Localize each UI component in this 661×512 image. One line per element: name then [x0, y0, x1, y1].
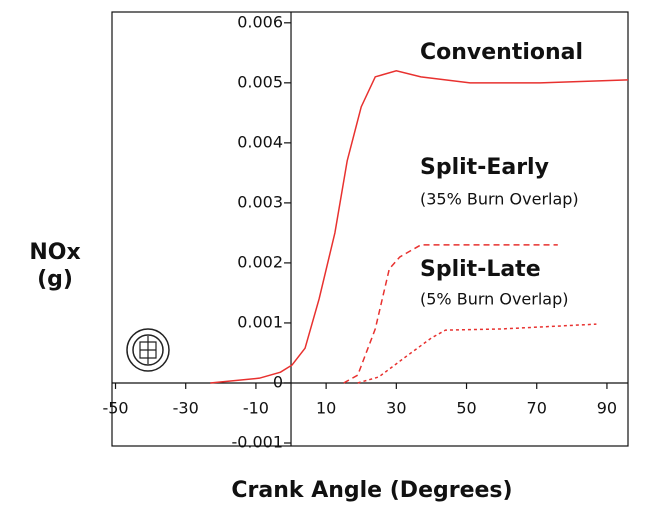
series-label: Split-Early [420, 155, 549, 180]
x-tick-label: 10 [316, 398, 336, 417]
y-label: (g) [37, 267, 73, 292]
y-tick-label: 0 [273, 372, 283, 391]
x-tick-label: -30 [173, 398, 199, 417]
y-tick-label: 0.002 [237, 252, 283, 271]
y-tick-label: -0.001 [231, 432, 283, 451]
x-tick-label: 90 [597, 398, 617, 417]
series-label: Split-Late [420, 257, 541, 282]
y-tick-label: 0.006 [237, 12, 283, 31]
y-label: NOx [29, 240, 80, 265]
y-tick-label: 0.001 [237, 312, 283, 331]
logo [126, 328, 170, 372]
annotation: (35% Burn Overlap) [420, 190, 579, 209]
y-tick-label: 0.005 [237, 72, 283, 91]
series-label: Conventional [420, 40, 583, 65]
x-tick-label: 50 [456, 398, 476, 417]
y-tick-label: 0.003 [237, 192, 283, 211]
x-tick-label: 30 [386, 398, 406, 417]
series-line [210, 70, 629, 384]
x-label: Crank Angle (Degrees) [231, 478, 512, 503]
annotation: (5% Burn Overlap) [420, 290, 568, 309]
y-tick-label: 0.004 [237, 132, 283, 151]
x-tick-label: 70 [527, 398, 547, 417]
series-line [357, 323, 597, 384]
x-tick-label: -50 [102, 398, 128, 417]
plot-frame [111, 11, 629, 447]
x-tick-label: -10 [243, 398, 269, 417]
